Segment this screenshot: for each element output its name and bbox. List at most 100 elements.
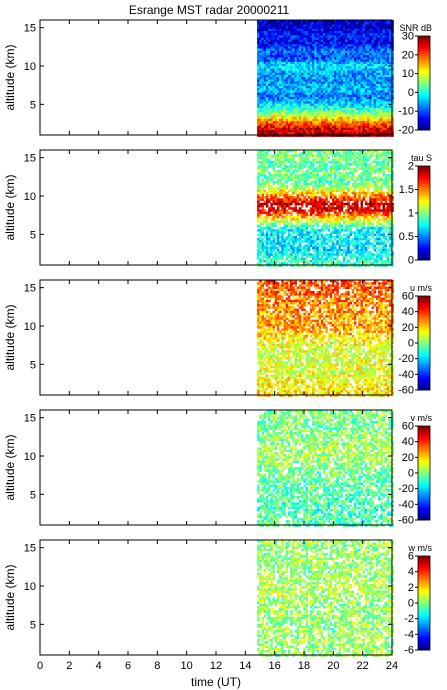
tau-cell <box>281 178 284 182</box>
SNR-cell <box>349 125 352 129</box>
SNR-cell <box>283 61 286 65</box>
SNR-cell <box>287 132 291 135</box>
SNR-cell <box>353 88 357 91</box>
tau-cell <box>356 178 359 182</box>
tau-cell <box>334 174 337 177</box>
SNR-cell <box>384 114 388 118</box>
tau-cell <box>298 211 302 215</box>
tau-cell <box>274 180 278 184</box>
SNR-cell <box>367 22 370 25</box>
SNR-cell <box>347 48 350 52</box>
tau-cell <box>378 152 381 155</box>
SNR-cell <box>356 110 359 113</box>
SNR-cell <box>353 103 357 107</box>
tau-cell <box>312 218 315 221</box>
tau-cell <box>292 189 295 193</box>
SNR-cell <box>314 59 317 63</box>
SNR-cell <box>318 70 322 74</box>
SNR-cell <box>327 46 330 49</box>
tau-cell <box>364 191 368 195</box>
tau-cell <box>360 176 363 179</box>
SNR-cell <box>259 121 262 124</box>
SNR-cell <box>378 70 381 74</box>
tau-cell <box>342 183 346 186</box>
SNR-cell <box>353 105 357 109</box>
tau-cell <box>336 187 339 190</box>
SNR-cell <box>382 88 385 91</box>
tau-cell <box>382 209 385 212</box>
tau-cell <box>367 211 370 215</box>
SNR-cell <box>331 103 335 107</box>
colorbar-tick-label: 20 <box>402 49 414 61</box>
tau-cell <box>279 163 282 166</box>
SNR-cell <box>292 66 295 69</box>
SNR-cell <box>340 57 344 60</box>
SNR-cell <box>276 46 280 49</box>
SNR-cell <box>272 46 275 49</box>
tau-cell <box>345 163 348 166</box>
tau-cell <box>301 200 304 204</box>
tau-cell <box>283 176 286 179</box>
tau-cell <box>296 187 300 190</box>
tau-cell <box>274 163 278 166</box>
SNR-cell <box>340 119 344 122</box>
SNR-cell <box>347 88 350 91</box>
SNR-cell <box>290 92 293 96</box>
SNR-cell <box>290 125 293 129</box>
SNR-cell <box>276 116 280 120</box>
tau-cell <box>334 194 337 197</box>
SNR-cell <box>334 55 337 58</box>
tau-cell <box>325 200 328 204</box>
SNR-cell <box>281 83 284 87</box>
SNR-cell <box>307 35 311 38</box>
SNR-cell <box>373 123 377 126</box>
tau-cell <box>290 213 293 217</box>
SNR-cell <box>353 42 357 45</box>
SNR-cell <box>375 108 379 111</box>
tau-cell <box>349 213 352 217</box>
SNR-cell <box>334 33 337 36</box>
SNR-cell <box>290 134 293 137</box>
SNR-cell <box>309 72 313 76</box>
SNR-cell <box>358 66 361 69</box>
SNR-cell <box>309 57 313 60</box>
tau-cell <box>265 169 269 173</box>
SNR-cell <box>281 55 284 58</box>
tau-cell <box>281 152 284 155</box>
SNR-cell <box>296 130 300 133</box>
SNR-cell <box>259 68 262 71</box>
SNR-cell <box>356 112 359 115</box>
tau-cell <box>298 187 302 190</box>
tau-cell <box>336 161 339 164</box>
tau-cell <box>323 176 326 179</box>
SNR-cell <box>331 116 335 120</box>
tau-cell <box>274 176 278 179</box>
SNR-cell <box>369 57 372 60</box>
tau-cell <box>386 152 390 155</box>
tau-cell <box>296 196 300 199</box>
tau-cell <box>351 161 355 164</box>
tau-cell <box>380 213 383 217</box>
SNR-cell <box>268 20 271 23</box>
SNR-cell <box>362 127 366 131</box>
SNR-cell <box>274 42 278 45</box>
tau-cell <box>276 187 280 190</box>
SNR-cell <box>301 64 304 67</box>
SNR-cell <box>334 37 337 41</box>
SNR-cell <box>334 72 337 76</box>
SNR-cell <box>268 35 271 38</box>
SNR-cell <box>320 37 324 41</box>
SNR-cell <box>276 81 280 85</box>
SNR-cell <box>371 59 374 63</box>
SNR-cell <box>272 68 275 71</box>
SNR-cell <box>353 37 357 41</box>
SNR-cell <box>358 35 361 38</box>
SNR-cell <box>285 114 289 118</box>
tau-cell <box>283 211 286 215</box>
SNR-cell <box>312 75 315 78</box>
SNR-cell <box>257 55 260 58</box>
SNR-cell <box>294 26 297 30</box>
SNR-cell <box>307 26 311 30</box>
tau-cell <box>305 200 308 204</box>
tau-cell <box>281 163 284 166</box>
